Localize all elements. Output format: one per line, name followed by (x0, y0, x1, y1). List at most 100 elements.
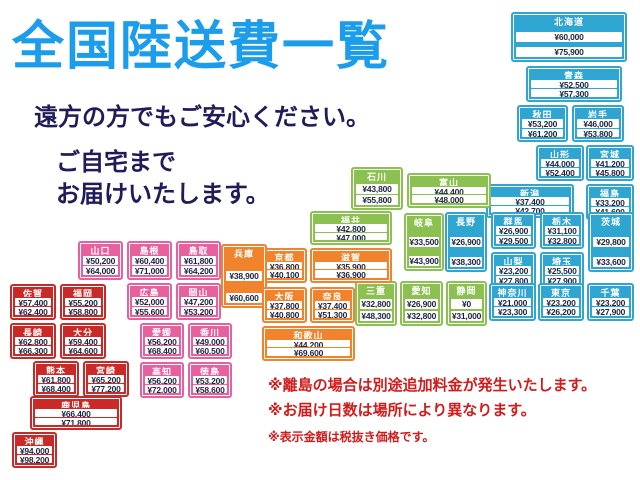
pref-price-2: ¥57,300 (531, 89, 617, 97)
pref-price-2: ¥55,600 (132, 306, 167, 315)
pref-name: 愛媛 (151, 328, 172, 336)
note-delivery-days: ※お届け日数は場所により異なります。 (268, 402, 536, 419)
pref-price-1: ¥61,800 (38, 375, 74, 383)
pref-price-1: ¥37,400 (491, 197, 569, 205)
pref-price-1: ¥52,000 (132, 297, 167, 306)
pref-price-1: ¥26,900 (405, 298, 438, 309)
pref-name: 滋賀 (340, 253, 361, 261)
pref-price-2: ¥41,600 (591, 207, 629, 215)
pref-box-hokkaido: 北海道 ¥60,000 ¥75,900 (511, 12, 627, 62)
pref-box-kagawa: 香川 ¥49,000 ¥60,500 (188, 323, 232, 359)
pref-price-2: ¥58,800 (65, 307, 101, 315)
pref-box-fukui: 福井 ¥42,800 ¥47,000 (310, 211, 392, 245)
pref-name: 千葉 (600, 288, 621, 297)
pref-name: 岡山 (188, 288, 209, 297)
pref-price-2: ¥27,900 (592, 307, 629, 317)
pref-name: 宮崎 (95, 366, 116, 374)
tagline-home-delivery-line1: ご自宅まで (56, 149, 176, 176)
pref-price-1: ¥41,200 (591, 159, 629, 167)
pref-price-1: ¥33,500 (409, 237, 439, 247)
pref-price-1: ¥0 (451, 298, 482, 309)
pref-price-1: ¥38,900 (226, 271, 262, 281)
pref-box-ehime: 愛媛 ¥56,200 ¥68,400 (140, 323, 184, 359)
pref-box-tochigi: 栃木 ¥31,100 ¥32,800 (540, 212, 584, 249)
pref-price-1: ¥56,200 (145, 376, 179, 384)
pref-box-tokyo: 東京 ¥23,200 ¥26,200 (538, 283, 584, 321)
pref-box-aichi: 愛知 ¥26,900 ¥32,800 (400, 281, 443, 326)
pref-price-1: ¥44,000 (541, 159, 579, 167)
pref-price-2: ¥53,800 (577, 128, 619, 137)
pref-price-1: ¥56,200 (145, 337, 179, 345)
pref-price-1: ¥53,200 (193, 376, 227, 384)
pref-name: 埼玉 (551, 257, 572, 266)
pref-price-2: ¥61,200 (522, 128, 563, 137)
pref-name: 京都 (274, 253, 295, 261)
pref-price-1: ¥26,900 (450, 237, 482, 247)
pref-box-aomori: 青森 ¥52,500 ¥57,300 (526, 66, 622, 102)
tagline-home-delivery-line2: お届けいたします。 (56, 181, 270, 208)
pref-price-1: ¥23,200 (543, 297, 579, 307)
pref-name: 福岡 (72, 289, 93, 297)
pref-price-1: ¥46,000 (577, 119, 619, 128)
pref-name: 福島 (599, 189, 620, 197)
pref-price-2: ¥38,300 (450, 257, 482, 267)
pref-box-mie: 三重 ¥32,800 ¥48,300 (355, 281, 397, 326)
pref-price-2: ¥58,600 (193, 385, 227, 393)
pref-price-2: ¥62,400 (15, 307, 51, 315)
pref-box-wakayama: 和歌山 ¥44,200 ¥69,600 (262, 326, 355, 361)
page-title: 全国陸送費一覧 (12, 18, 391, 76)
pref-price-1: ¥61,800 (181, 256, 216, 265)
pref-name: 宮城 (599, 150, 620, 158)
pref-price-2: ¥71,800 (35, 417, 117, 425)
pref-price-1: ¥37,400 (315, 301, 350, 309)
note-tax-excluded: ※表示金額は税抜き価格です。 (268, 430, 435, 444)
pref-name: 山形 (549, 150, 570, 158)
pref-price-2: ¥64,600 (65, 346, 101, 354)
pref-price-1: ¥37,800 (267, 301, 302, 309)
pref-price-1: ¥47,200 (181, 297, 216, 306)
pref-price-2: ¥69,600 (267, 348, 350, 357)
pref-box-shimane: 島根 ¥60,400 ¥71,000 (127, 241, 172, 280)
pref-price-1: ¥42,800 (315, 224, 387, 232)
pref-name: 兵庫 (233, 249, 254, 259)
pref-name: 香川 (199, 328, 220, 336)
pref-price-1: ¥21,000 (494, 297, 531, 307)
pref-price-2: ¥29,500 (496, 235, 531, 244)
pref-name: 熊本 (45, 366, 66, 374)
pref-price-1: ¥26,900 (496, 226, 531, 235)
pref-price-1: ¥60,400 (132, 256, 167, 265)
pref-box-gunma: 群馬 ¥26,900 ¥29,500 (491, 212, 536, 249)
pref-box-shizuoka: 静岡 ¥0 ¥31,000 (446, 281, 487, 326)
pref-price-2: ¥72,000 (145, 385, 179, 393)
pref-price-2: ¥77,200 (88, 384, 124, 392)
pref-box-miyagi: 宮城 ¥41,200 ¥45,800 (586, 145, 634, 181)
pref-name: 徳島 (199, 367, 220, 375)
pref-price-1: ¥35,900 (315, 261, 387, 270)
pref-box-osaka: 大阪 ¥37,800 ¥40,800 (262, 287, 307, 323)
pref-price-1: ¥65,200 (88, 375, 124, 383)
pref-price-1: ¥57,400 (15, 298, 51, 306)
pref-price-2: ¥31,000 (451, 311, 482, 321)
pref-name: 栃木 (551, 217, 572, 226)
pref-name: 福井 (340, 216, 361, 224)
pref-box-kanagawa: 神奈川 ¥21,000 ¥23,300 (489, 283, 536, 321)
pref-price-1: ¥49,000 (193, 337, 227, 345)
pref-box-hiroshima: 広島 ¥52,000 ¥55,600 (127, 283, 172, 320)
pref-price-1: ¥55,200 (65, 298, 101, 306)
pref-name: 高知 (151, 367, 172, 375)
pref-price-1: ¥59,400 (65, 337, 101, 345)
pref-price-2: ¥48,300 (360, 311, 392, 321)
pref-price-2: ¥75,900 (516, 47, 622, 57)
pref-price-2: ¥98,200 (17, 455, 52, 463)
pref-price-2: ¥64,000 (83, 266, 118, 275)
pref-box-tottori: 鳥取 ¥61,800 ¥64,200 (176, 241, 221, 280)
pref-price-1: ¥44,400 (412, 186, 486, 195)
pref-name: 岩手 (587, 110, 608, 119)
tagline-reassurance: 遠方の方でもご安心ください。 (34, 104, 370, 131)
pref-box-saitama: 埼玉 ¥25,500 ¥27,900 (540, 252, 584, 289)
pref-box-iwate: 岩手 ¥46,000 ¥53,800 (572, 105, 624, 142)
pref-name: 愛知 (411, 286, 432, 296)
pref-name: 広島 (139, 288, 160, 297)
pref-name: 富山 (438, 178, 459, 186)
pref-name: 奈良 (322, 292, 343, 300)
